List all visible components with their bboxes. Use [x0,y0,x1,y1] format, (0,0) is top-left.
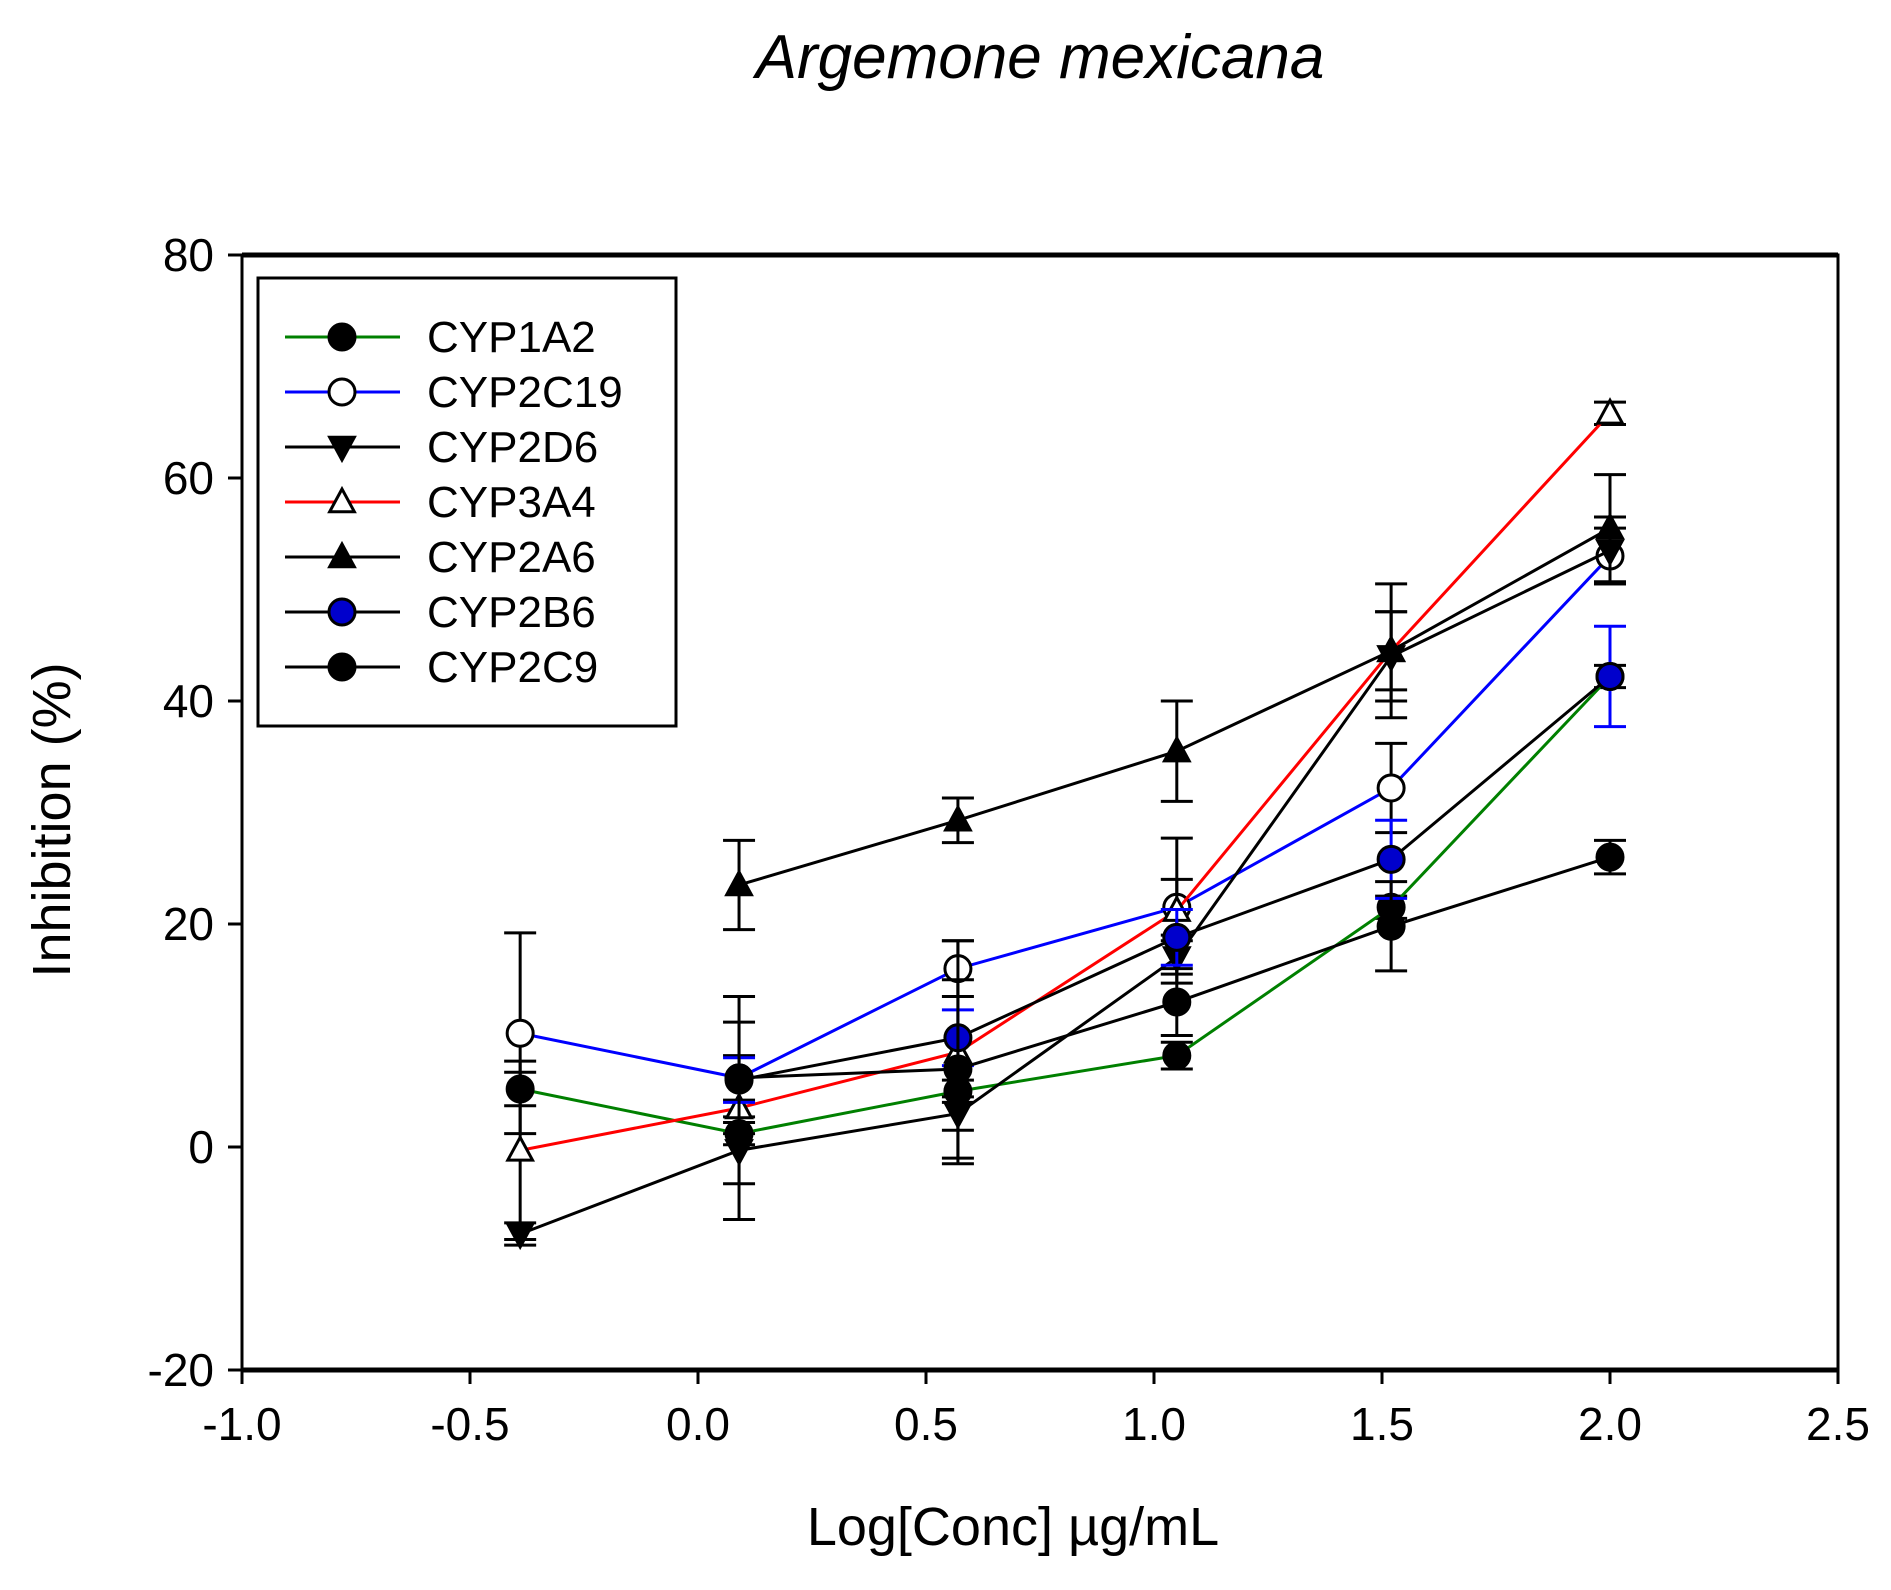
series-CYP2A6 [723,473,1626,932]
legend-label: CYP2A6 [427,533,596,582]
data-point [1595,661,1625,691]
legend-label: CYP2B6 [427,588,596,637]
data-point [1376,844,1406,874]
legend-marker [327,435,357,464]
legend-label: CYP2C9 [427,643,598,692]
y-tick-label: -20 [148,1344,214,1396]
data-point [1162,987,1192,1017]
y-tick-label: 0 [188,1121,214,1173]
x-axis: -1.0 -0.5 0.0 0.5 1.0 1.5 2.0 2.5 [202,1370,1870,1450]
legend-label: CYP1A2 [427,313,596,362]
data-point [1376,911,1406,941]
series-CYP2C9 [723,838,1626,1160]
y-tick-label: 60 [163,452,214,504]
data-point [1595,842,1625,872]
plot-frame [240,252,1840,1373]
x-tick-label: 0.5 [894,1398,958,1450]
x-axis-label: Log[Conc] µg/mL [807,1497,1219,1557]
data-point [505,1018,535,1048]
legend-marker [327,540,357,569]
legend-item: CYP1A2 [285,313,596,362]
series-line [519,412,1612,1152]
series-line [519,549,1611,1236]
legend: CYP1A2 CYP2C19 CYP2D6 CYP3A4 CYP2A6 CYP2B6 CYP… [256,276,678,728]
data-point [1376,634,1406,663]
legend-marker [327,485,357,514]
legend-item: CYP2C9 [285,643,598,692]
y-tick-label: 80 [163,229,214,281]
series-line [738,526,1611,887]
legend-marker [327,597,357,627]
x-tick-label: 2.5 [1806,1398,1870,1450]
data-point [724,1063,754,1093]
legend-item: CYP2B6 [285,588,596,637]
data-point [1595,512,1625,540]
x-tick-label: 0.0 [666,1398,730,1450]
data-point [505,1134,536,1162]
legend-item: CYP2A6 [285,533,596,582]
series-line [519,675,1612,1136]
legend-item: CYP2C19 [285,368,623,417]
chart-title: Argemone mexicana [752,23,1325,92]
legend-label: CYP3A4 [427,478,596,527]
data-point [1376,773,1406,803]
data-point [1161,735,1192,763]
x-tick-label: 1.0 [1122,1398,1186,1450]
y-axis-label: Inhibition (%) [22,662,82,977]
series-CYP2B6 [723,624,1626,1104]
data-point [1595,397,1625,425]
series-layer [504,397,1626,1251]
y-tick-label: 40 [163,675,214,727]
legend-label: CYP2C19 [427,368,623,417]
data-point [943,804,973,832]
legend-marker [327,322,357,352]
legend-marker [327,652,357,682]
data-point [724,868,754,897]
data-point [943,1054,973,1084]
legend-item: CYP3A4 [285,478,596,527]
x-tick-label: -0.5 [430,1398,509,1450]
data-point [1162,1041,1192,1071]
y-tick-label: 20 [163,898,214,950]
series-line [519,555,1612,1080]
y-axis: -20 0 20 40 60 80 [148,229,242,1396]
legend-label: CYP2D6 [427,423,598,472]
x-tick-label: 1.5 [1350,1398,1414,1450]
legend-item: CYP2D6 [285,423,598,472]
x-tick-label: 2.0 [1578,1398,1642,1450]
legend-marker [327,377,357,407]
x-tick-label: -1.0 [202,1398,281,1450]
data-point [1162,922,1192,952]
